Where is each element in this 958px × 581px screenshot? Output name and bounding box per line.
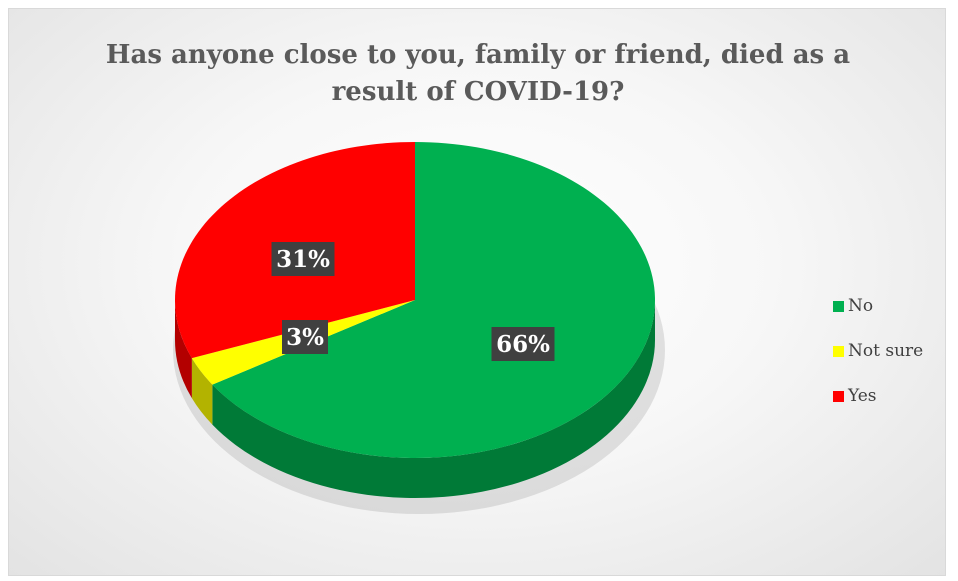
pie-chart: 66% 3% 31% [173,142,665,514]
data-label-yes: 31% [271,242,335,276]
data-label-no: 66% [491,327,555,361]
slice-side-2 [175,300,192,399]
legend-swatch-yes [833,390,844,402]
legend-item-no: No [833,295,923,317]
legend-label-yes: Yes [848,386,877,406]
data-label-text: 66% [496,331,550,358]
legend-swatch-not-sure [833,345,844,357]
legend-item-not-sure: Not sure [833,340,923,362]
chart-area: Has anyone close to you, family or frien… [8,8,946,576]
legend: No Not sure Yes [833,295,923,430]
slice-side-1 [191,358,213,425]
legend-swatch-no [833,300,844,312]
legend-label-no: No [848,296,874,316]
legend-label-not-sure: Not sure [848,341,924,361]
data-label-not-sure: 3% [282,320,328,354]
chart-title-line-2: result of COVID-19? [331,77,625,107]
legend-item-yes: Yes [833,385,923,407]
chart-title-line-1: Has anyone close to you, family or frien… [105,40,851,70]
data-label-box [282,320,328,354]
data-label-text: 31% [276,246,330,273]
data-label-text: 3% [286,324,324,351]
data-label-box [271,242,335,276]
chart-title: Has anyone close to you, family or frien… [9,37,947,111]
data-label-box [491,327,555,361]
slice-side-0 [212,300,655,499]
slice-no [212,142,655,459]
